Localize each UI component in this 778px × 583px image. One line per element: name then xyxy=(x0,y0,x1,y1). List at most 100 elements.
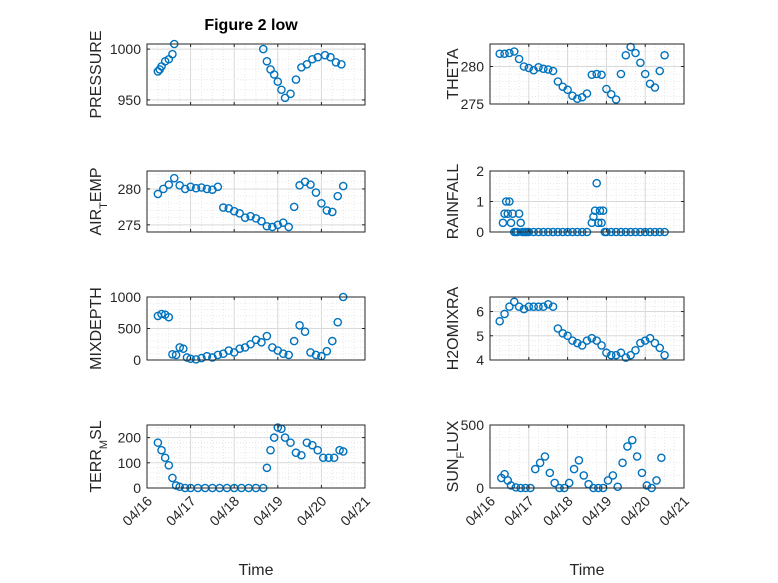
terr-msl-point xyxy=(164,461,174,470)
h2omixra-point xyxy=(563,331,572,341)
h2omixra-ytick-label: 4 xyxy=(476,352,484,368)
air-temp-point xyxy=(202,184,212,194)
sun-flux-point xyxy=(608,471,618,480)
h2omixra-point xyxy=(655,343,665,353)
air-temp-point xyxy=(191,183,201,193)
h2omixra-point xyxy=(505,302,514,311)
sun-flux-point xyxy=(530,464,540,474)
sun-flux-xlabel: Time xyxy=(570,562,605,579)
h2omixra-point xyxy=(631,346,640,355)
mixdepth-point xyxy=(284,350,294,360)
theta-point xyxy=(509,47,519,56)
theta-point xyxy=(640,69,650,79)
h2omixra-point xyxy=(660,350,669,360)
terr-msl-xtick-label: 04/20 xyxy=(293,493,329,529)
terr-msl-point xyxy=(153,438,163,447)
terr-msl-xtick-label: 04/19 xyxy=(250,493,286,529)
air-temp-point xyxy=(169,173,179,183)
theta-point xyxy=(543,65,553,74)
terr-msl-point xyxy=(329,453,339,463)
terr-msl-point xyxy=(297,450,306,460)
pressure-panel: 950 1000 PRESSURE xyxy=(88,30,366,119)
air-temp-panel: 275 280 AIRTEMP xyxy=(88,167,366,236)
sun-flux-xtick-label: 04/20 xyxy=(617,493,653,529)
mixdepth-point xyxy=(175,343,184,352)
theta-point xyxy=(519,62,529,71)
sun-flux-xtick-label: 04/21 xyxy=(656,493,692,529)
terr-msl-ytick-label: 100 xyxy=(118,455,142,471)
air-temp-point xyxy=(257,216,266,226)
theta-point xyxy=(548,66,558,76)
rainfall-ytick-label: 2 xyxy=(476,163,484,179)
terr-msl-xtick-label: 04/16 xyxy=(119,493,155,529)
theta-point xyxy=(582,89,592,98)
theta-ytick-label: 280 xyxy=(461,59,485,75)
theta-point xyxy=(534,62,543,72)
h2omixra-panel: 4 5 6 H2OMIXRA xyxy=(445,286,685,370)
theta-point xyxy=(602,84,611,94)
air-temp-point xyxy=(235,209,244,218)
h2omixra-point xyxy=(606,350,616,360)
mixdepth-point xyxy=(213,350,223,360)
h2omixra-point xyxy=(495,316,505,326)
terr-msl-xtick-label: 04/21 xyxy=(337,493,373,529)
h2omixra-point xyxy=(592,336,602,345)
theta-grid xyxy=(490,43,684,105)
mixdepth-point xyxy=(186,354,195,364)
theta-point xyxy=(500,49,509,59)
h2omixra-point xyxy=(558,329,568,338)
rainfall-point xyxy=(587,218,597,228)
pressure-point xyxy=(326,52,335,62)
air-temp-point xyxy=(218,203,228,212)
h2omixra-point xyxy=(616,348,626,358)
h2omixra-point xyxy=(548,302,558,311)
mixdepth-point xyxy=(171,350,181,360)
pressure-point xyxy=(258,44,268,54)
air-temp-ytick-label: 280 xyxy=(118,181,142,197)
pressure-point xyxy=(331,58,341,67)
terr-msl-xtick-label: 04/18 xyxy=(206,493,242,529)
air-temp-point xyxy=(327,207,337,217)
h2omixra-point xyxy=(636,338,645,348)
h2omixra-point xyxy=(514,302,524,311)
sun-flux-point xyxy=(632,452,642,461)
theta-point xyxy=(611,95,621,104)
mixdepth-point xyxy=(295,321,304,330)
pressure-point xyxy=(337,60,346,69)
rainfall-point xyxy=(597,218,606,228)
h2omixra-point xyxy=(582,336,592,345)
rainfall-point xyxy=(516,218,526,228)
h2omixra-point xyxy=(524,302,534,311)
h2omixra-point xyxy=(539,302,548,311)
pressure-point xyxy=(262,56,272,66)
h2omixra-point xyxy=(529,302,538,311)
terr-msl-point xyxy=(280,433,290,442)
sun-flux-point xyxy=(574,455,584,465)
sun-flux-point xyxy=(652,476,661,485)
rainfall-point xyxy=(498,218,508,228)
sun-flux-point xyxy=(545,468,555,478)
terr-msl-grid xyxy=(147,425,365,489)
mixdepth-ylabel: MIXDEPTH xyxy=(88,287,105,370)
air-temp-grid xyxy=(147,171,365,233)
rainfall-point xyxy=(506,218,516,228)
air-temp-axes-box xyxy=(146,170,366,233)
h2omixra-point xyxy=(597,341,606,350)
rainfall-point xyxy=(514,209,524,218)
rainfall-ytick-label: 1 xyxy=(476,194,484,210)
pressure-point xyxy=(168,49,177,59)
pressure-axes-box xyxy=(146,43,366,106)
theta-point xyxy=(616,69,626,79)
mixdepth-ytick-label: 0 xyxy=(133,352,141,368)
h2omixra-point xyxy=(577,341,587,350)
theta-point xyxy=(636,58,645,68)
sun-flux-point xyxy=(613,482,623,492)
rainfall-point xyxy=(501,197,511,206)
h2omixra-ytick-label: 6 xyxy=(476,304,484,320)
mixdepth-point xyxy=(191,355,201,364)
theta-series xyxy=(495,42,669,104)
air-temp-point xyxy=(311,188,321,197)
theta-point xyxy=(592,69,602,79)
air-temp-point xyxy=(262,221,272,231)
